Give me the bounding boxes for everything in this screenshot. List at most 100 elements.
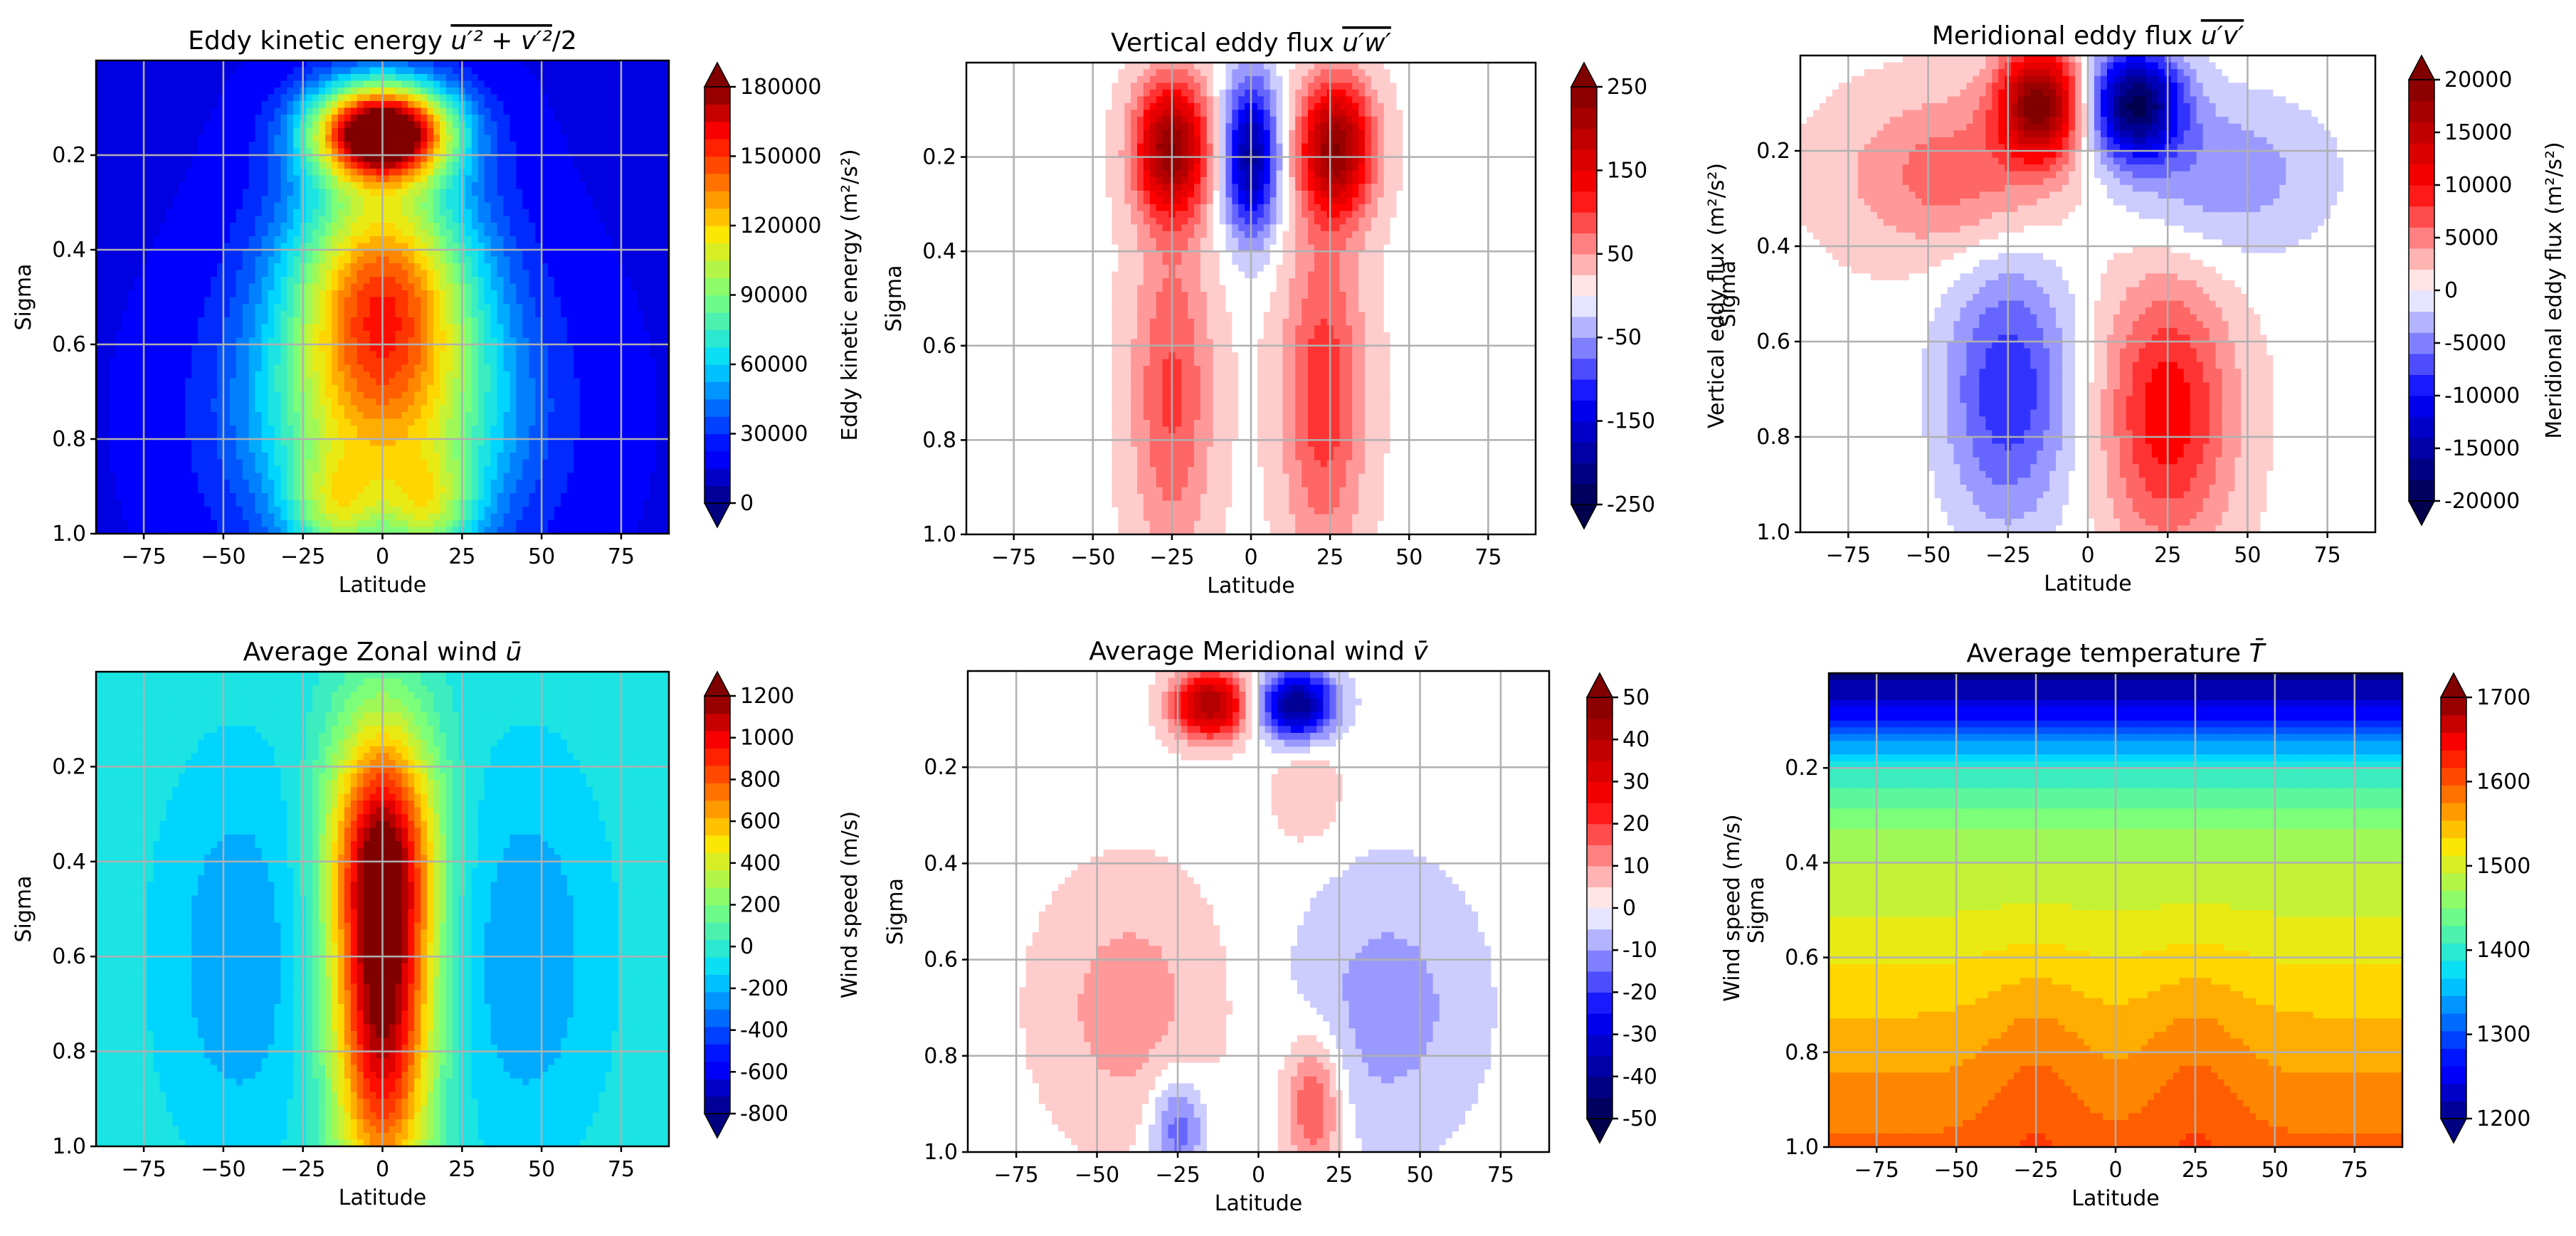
heatmap-cell	[261, 155, 269, 163]
heatmap-cell	[287, 88, 294, 95]
heatmap-cell	[548, 310, 555, 318]
heatmap-cell	[223, 142, 231, 149]
heatmap-cell	[242, 196, 250, 204]
heatmap-cell	[248, 418, 256, 426]
heatmap-cell	[268, 371, 275, 379]
heatmap-cell	[560, 182, 568, 190]
heatmap-cell	[325, 371, 332, 379]
heatmap-cell	[522, 162, 529, 169]
heatmap-cell	[255, 358, 263, 366]
heatmap-cell	[421, 229, 428, 237]
heatmap-cell	[255, 317, 263, 325]
heatmap-cell	[611, 304, 619, 312]
heatmap-cell	[102, 196, 110, 204]
heatmap-cell	[573, 412, 581, 420]
heatmap-cell	[179, 250, 186, 258]
heatmap-cell	[554, 236, 561, 244]
heatmap-cell	[198, 283, 205, 291]
heatmap-cell	[115, 209, 122, 217]
heatmap-cell	[630, 236, 638, 244]
heatmap-cell	[166, 378, 173, 386]
heatmap-cell	[637, 182, 644, 190]
heatmap-cell	[96, 175, 103, 183]
heatmap-cell	[586, 277, 593, 285]
heatmap-cell	[529, 243, 536, 250]
heatmap-cell	[319, 115, 326, 122]
heatmap-cell	[255, 148, 263, 156]
heatmap-cell	[497, 60, 505, 68]
heatmap-cell	[663, 189, 669, 196]
heatmap-cell	[293, 405, 300, 413]
heatmap-cell	[624, 60, 631, 68]
heatmap-cell	[293, 297, 300, 305]
heatmap-cell	[427, 80, 434, 88]
heatmap-cell	[535, 67, 542, 75]
heatmap-cell	[248, 277, 256, 285]
heatmap-cell	[185, 134, 192, 142]
heatmap-cell	[216, 385, 224, 393]
heatmap-cell	[204, 243, 211, 250]
heatmap-cell	[204, 304, 211, 312]
heatmap-cell	[542, 128, 549, 136]
heatmap-cell	[503, 426, 510, 433]
heatmap-cell	[236, 196, 243, 204]
heatmap-cell	[204, 283, 211, 291]
heatmap-cell	[369, 243, 377, 250]
heatmap-cell	[522, 202, 529, 210]
heatmap-cell	[637, 418, 644, 426]
heatmap-cell	[191, 331, 199, 339]
heatmap-cell	[516, 107, 523, 115]
heatmap-cell	[401, 67, 408, 75]
heatmap-cell	[605, 317, 613, 325]
heatmap-cell	[216, 324, 224, 332]
heatmap-cell	[337, 378, 345, 386]
heatmap-cell	[325, 358, 332, 366]
heatmap-cell	[153, 426, 161, 433]
heatmap-cell	[223, 263, 231, 271]
heatmap-cell	[153, 398, 161, 406]
heatmap-cell	[414, 256, 421, 264]
heatmap-cell	[274, 209, 281, 217]
heatmap-cell	[280, 371, 287, 379]
heatmap-cell	[656, 94, 663, 102]
heatmap-cell	[516, 263, 523, 271]
heatmap-cell	[179, 107, 186, 115]
heatmap-cell	[96, 337, 103, 345]
heatmap-cell	[280, 209, 287, 217]
heatmap-cell	[204, 371, 211, 379]
heatmap-cell	[401, 351, 408, 359]
heatmap-cell	[630, 142, 638, 149]
heatmap-cell	[223, 378, 231, 386]
heatmap-cell	[350, 398, 358, 406]
heatmap-cell	[191, 175, 199, 183]
heatmap-cell	[465, 398, 473, 406]
heatmap-cell	[236, 358, 243, 366]
heatmap-cell	[134, 371, 142, 379]
heatmap-cell	[516, 182, 523, 190]
heatmap-cell	[242, 80, 250, 88]
heatmap-cell	[605, 128, 613, 136]
heatmap-cell	[598, 418, 606, 426]
heatmap-cell	[663, 283, 669, 291]
heatmap-cell	[261, 196, 269, 204]
heatmap-cell	[656, 60, 663, 68]
heatmap-cell	[376, 88, 384, 95]
heatmap-cell	[630, 385, 638, 393]
heatmap-cell	[121, 175, 129, 183]
heatmap-cell	[503, 162, 510, 169]
heatmap-cell	[535, 418, 542, 426]
heatmap-cell	[579, 121, 587, 129]
heatmap-cell	[280, 74, 287, 82]
heatmap-cell	[268, 101, 275, 109]
heatmap-cell	[471, 175, 479, 183]
heatmap-cell	[389, 196, 396, 204]
heatmap-cell	[223, 121, 231, 129]
heatmap-cell	[465, 115, 473, 122]
heatmap-cell	[421, 250, 428, 258]
heatmap-cell	[529, 378, 536, 386]
heatmap-cell	[566, 243, 574, 250]
heatmap-cell	[223, 182, 231, 190]
heatmap-cell	[643, 358, 650, 366]
heatmap-cell	[363, 189, 371, 196]
heatmap-cell	[643, 290, 650, 298]
